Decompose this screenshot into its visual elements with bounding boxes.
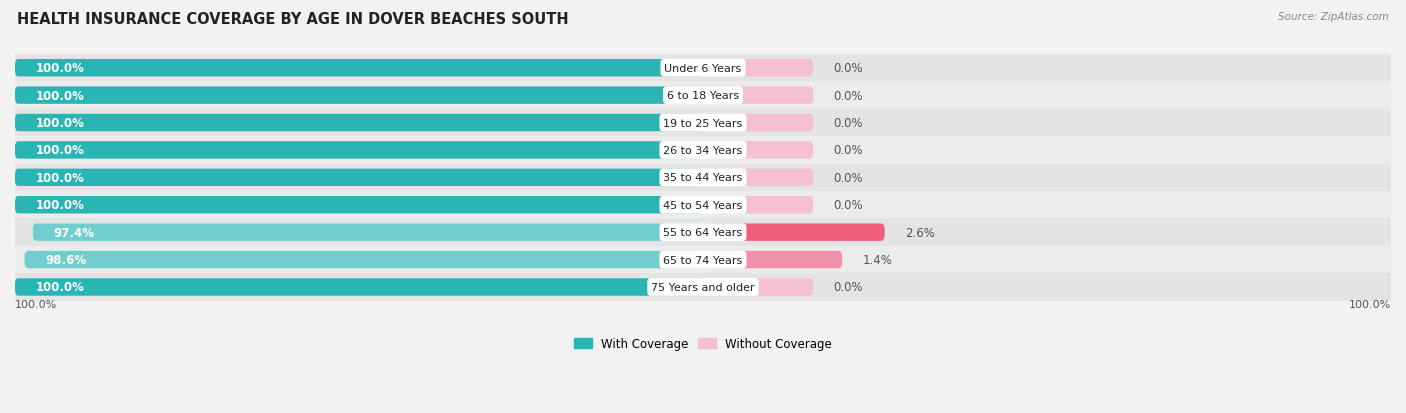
Text: 75 Years and older: 75 Years and older: [651, 282, 755, 292]
Text: 45 to 54 Years: 45 to 54 Years: [664, 200, 742, 210]
FancyBboxPatch shape: [15, 246, 1391, 274]
FancyBboxPatch shape: [703, 87, 813, 104]
Text: 100.0%: 100.0%: [35, 62, 84, 75]
FancyBboxPatch shape: [15, 191, 1391, 219]
FancyBboxPatch shape: [703, 279, 813, 296]
FancyBboxPatch shape: [15, 137, 1391, 164]
FancyBboxPatch shape: [15, 82, 1391, 110]
Text: 100.0%: 100.0%: [35, 199, 84, 212]
FancyBboxPatch shape: [15, 60, 703, 77]
FancyBboxPatch shape: [703, 142, 813, 159]
FancyBboxPatch shape: [24, 251, 703, 268]
FancyBboxPatch shape: [703, 114, 813, 132]
Text: 97.4%: 97.4%: [53, 226, 94, 239]
Text: 100.0%: 100.0%: [1348, 299, 1391, 309]
Text: 100.0%: 100.0%: [35, 117, 84, 130]
FancyBboxPatch shape: [15, 114, 703, 132]
Text: 55 to 64 Years: 55 to 64 Years: [664, 228, 742, 237]
FancyBboxPatch shape: [15, 55, 1391, 83]
FancyBboxPatch shape: [15, 87, 703, 104]
Text: Under 6 Years: Under 6 Years: [665, 64, 741, 74]
Text: 0.0%: 0.0%: [834, 117, 863, 130]
FancyBboxPatch shape: [703, 60, 813, 77]
FancyBboxPatch shape: [15, 197, 703, 214]
FancyBboxPatch shape: [15, 218, 1391, 247]
FancyBboxPatch shape: [15, 169, 703, 187]
FancyBboxPatch shape: [703, 197, 813, 214]
Text: 0.0%: 0.0%: [834, 89, 863, 102]
Text: 65 to 74 Years: 65 to 74 Years: [664, 255, 742, 265]
Text: 19 to 25 Years: 19 to 25 Years: [664, 118, 742, 128]
Text: 0.0%: 0.0%: [834, 62, 863, 75]
Text: 98.6%: 98.6%: [45, 254, 86, 266]
FancyBboxPatch shape: [15, 109, 1391, 137]
Text: 100.0%: 100.0%: [35, 89, 84, 102]
Text: Source: ZipAtlas.com: Source: ZipAtlas.com: [1278, 12, 1389, 22]
Text: 6 to 18 Years: 6 to 18 Years: [666, 91, 740, 101]
FancyBboxPatch shape: [703, 251, 842, 268]
Text: 100.0%: 100.0%: [35, 281, 84, 294]
FancyBboxPatch shape: [703, 169, 813, 187]
Text: 35 to 44 Years: 35 to 44 Years: [664, 173, 742, 183]
Legend: With Coverage, Without Coverage: With Coverage, Without Coverage: [569, 332, 837, 355]
FancyBboxPatch shape: [32, 224, 703, 241]
Text: 0.0%: 0.0%: [834, 199, 863, 212]
Text: 1.4%: 1.4%: [863, 254, 893, 266]
Text: 2.6%: 2.6%: [905, 226, 935, 239]
Text: 100.0%: 100.0%: [15, 299, 58, 309]
FancyBboxPatch shape: [703, 224, 884, 241]
Text: HEALTH INSURANCE COVERAGE BY AGE IN DOVER BEACHES SOUTH: HEALTH INSURANCE COVERAGE BY AGE IN DOVE…: [17, 12, 568, 27]
FancyBboxPatch shape: [15, 273, 1391, 301]
Text: 0.0%: 0.0%: [834, 171, 863, 184]
Text: 100.0%: 100.0%: [35, 144, 84, 157]
Text: 26 to 34 Years: 26 to 34 Years: [664, 145, 742, 156]
Text: 100.0%: 100.0%: [35, 171, 84, 184]
FancyBboxPatch shape: [15, 142, 703, 159]
FancyBboxPatch shape: [15, 164, 1391, 192]
FancyBboxPatch shape: [15, 279, 703, 296]
Text: 0.0%: 0.0%: [834, 281, 863, 294]
Text: 0.0%: 0.0%: [834, 144, 863, 157]
